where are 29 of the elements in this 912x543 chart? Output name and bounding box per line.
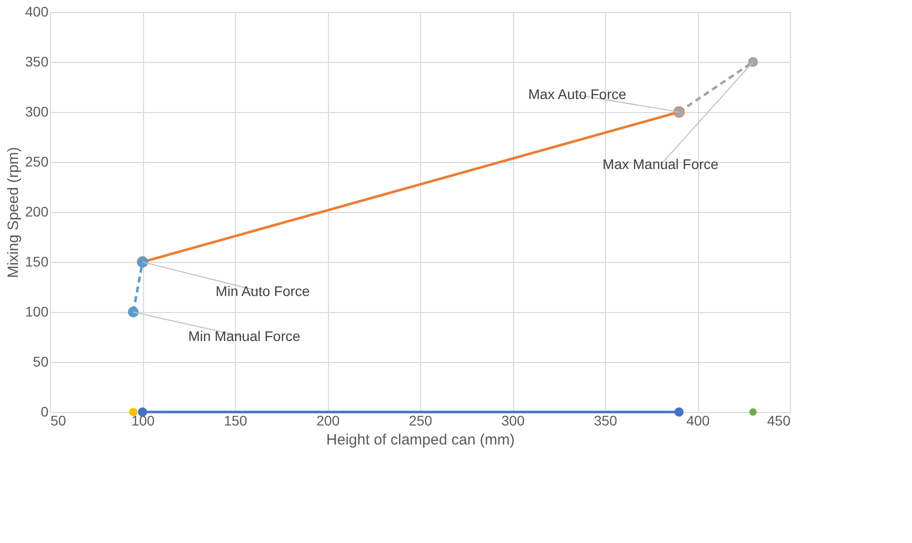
x-tick-label: 350 xyxy=(594,412,618,428)
y-tick-label: 50 xyxy=(32,354,49,370)
y-tick-label: 0 xyxy=(40,404,49,420)
y-tick-label: 350 xyxy=(25,54,49,70)
annotation: Max Manual Force xyxy=(602,156,719,172)
point xyxy=(674,407,684,417)
x-axis-title: Height of clamped can (mm) xyxy=(326,432,515,448)
y-tick-label: 250 xyxy=(25,154,49,170)
x-tick-label: 250 xyxy=(408,412,432,428)
x-tick-label: 200 xyxy=(316,412,340,428)
x-tick-label: 150 xyxy=(224,412,248,428)
point xyxy=(128,306,139,318)
annotation: Max Auto Force xyxy=(528,86,626,102)
y-tick-label: 300 xyxy=(25,104,49,120)
x-tick-label: 400 xyxy=(686,412,710,428)
y-axis-title: Mixing Speed (rpm) xyxy=(5,147,22,278)
y-tick-label: 200 xyxy=(25,204,49,220)
x-tick-label: 300 xyxy=(501,412,525,428)
point xyxy=(748,57,758,67)
annotation: Min Auto Force xyxy=(216,283,310,299)
x-tick-label: 450 xyxy=(767,412,791,428)
point xyxy=(129,408,138,416)
x-tick-label: 50 xyxy=(50,412,66,428)
y-tick-label: 150 xyxy=(25,254,49,270)
y-tick-label: 100 xyxy=(25,304,49,320)
x-tick-label: 100 xyxy=(131,412,155,428)
y-tick-label: 400 xyxy=(25,4,49,20)
point xyxy=(749,408,757,416)
annotation: Min Manual Force xyxy=(188,328,300,344)
